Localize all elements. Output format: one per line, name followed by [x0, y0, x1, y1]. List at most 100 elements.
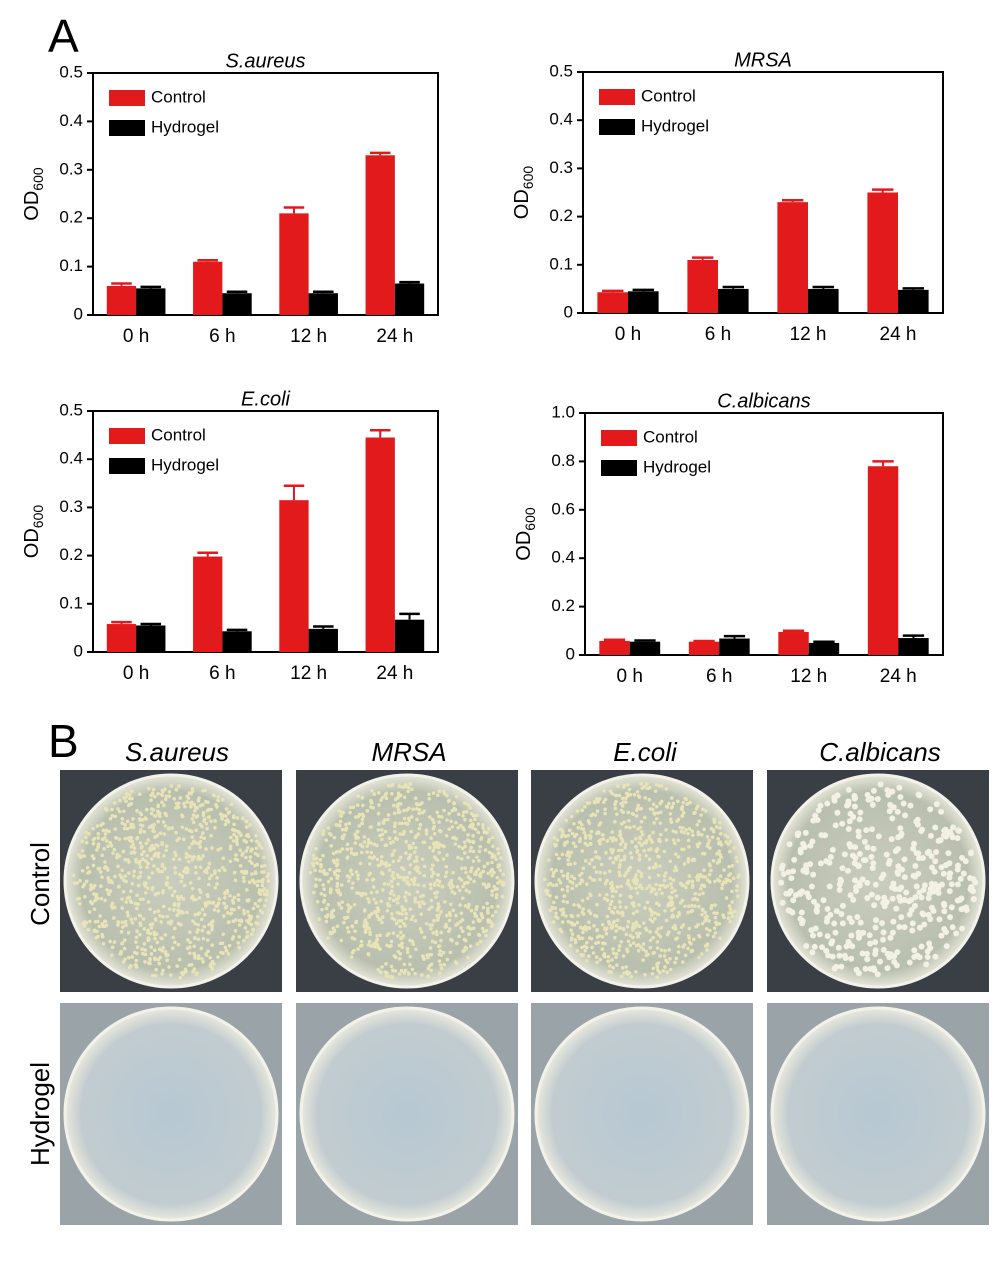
colony — [693, 891, 698, 896]
colony — [429, 905, 434, 909]
colony — [856, 850, 863, 857]
colony — [106, 891, 111, 896]
colony — [581, 907, 585, 911]
colony — [96, 831, 101, 836]
colony — [684, 885, 688, 890]
colony — [661, 969, 666, 973]
colony — [157, 811, 162, 816]
legend-swatch — [601, 460, 637, 476]
colony — [392, 876, 396, 881]
colony — [668, 956, 672, 961]
colony — [192, 951, 196, 956]
colony — [126, 913, 130, 918]
colony — [378, 947, 382, 951]
colony — [143, 859, 148, 863]
colony — [196, 937, 201, 941]
colony — [826, 859, 833, 866]
colony — [824, 800, 831, 807]
colony — [398, 793, 403, 798]
colony — [200, 928, 205, 933]
colony — [215, 882, 219, 886]
colony — [417, 871, 422, 875]
colony — [138, 811, 142, 815]
colony — [172, 908, 176, 912]
colony — [116, 864, 120, 869]
colony — [469, 845, 473, 850]
colony — [413, 876, 417, 880]
colony — [451, 836, 455, 840]
colony — [634, 970, 638, 974]
colony — [441, 857, 446, 861]
colony — [602, 800, 606, 804]
colony — [597, 934, 602, 938]
colony — [908, 907, 915, 914]
colony — [177, 857, 182, 862]
colony — [418, 904, 422, 909]
colony — [80, 839, 85, 844]
colony — [631, 922, 635, 926]
colony — [464, 888, 469, 893]
plate — [299, 1006, 515, 1222]
colony — [186, 867, 190, 872]
colony — [456, 855, 460, 860]
plot-frame — [92, 72, 439, 316]
colony — [148, 907, 152, 911]
colony — [553, 843, 558, 848]
colony — [401, 934, 406, 938]
colony — [616, 784, 620, 788]
y-tick-label: 0.1 — [549, 254, 573, 273]
colony — [353, 929, 357, 933]
colony — [845, 826, 852, 833]
colony — [410, 877, 414, 882]
colony — [481, 869, 486, 874]
colony — [402, 971, 407, 975]
colony — [412, 859, 417, 864]
colony — [207, 815, 211, 819]
colony — [115, 855, 119, 860]
colony — [445, 793, 449, 798]
colony — [390, 916, 394, 920]
colony — [192, 839, 196, 844]
colony — [900, 800, 907, 807]
colony — [448, 950, 453, 955]
colony — [235, 837, 239, 841]
colony — [400, 945, 405, 949]
colony — [620, 913, 625, 917]
colony — [880, 936, 887, 943]
colony — [124, 923, 128, 927]
colony — [962, 904, 969, 911]
colony — [221, 914, 226, 918]
colony — [697, 933, 701, 938]
colony — [358, 861, 363, 866]
colony — [686, 860, 691, 864]
colony — [468, 927, 473, 931]
colony — [146, 928, 150, 933]
colony — [457, 934, 461, 939]
colony — [216, 901, 221, 906]
colony — [124, 879, 128, 884]
colony — [187, 828, 192, 833]
colony — [602, 896, 607, 901]
colony — [622, 857, 627, 862]
panel-label: B — [48, 715, 79, 767]
colony — [350, 881, 355, 886]
colony — [947, 914, 954, 921]
colony — [350, 872, 355, 877]
colony — [231, 935, 236, 939]
colony — [460, 918, 465, 922]
colony — [671, 878, 676, 883]
x-tick-label: 12 h — [790, 324, 827, 345]
bar — [808, 642, 840, 655]
colony — [179, 894, 183, 899]
colony — [469, 908, 474, 913]
colony — [151, 787, 156, 792]
colony — [658, 810, 663, 815]
colony — [647, 866, 652, 870]
colony — [611, 951, 616, 955]
colony — [119, 951, 123, 956]
colony — [871, 902, 878, 909]
colony — [624, 905, 628, 910]
colony — [392, 893, 396, 897]
colony — [459, 857, 464, 861]
colony — [639, 781, 643, 786]
